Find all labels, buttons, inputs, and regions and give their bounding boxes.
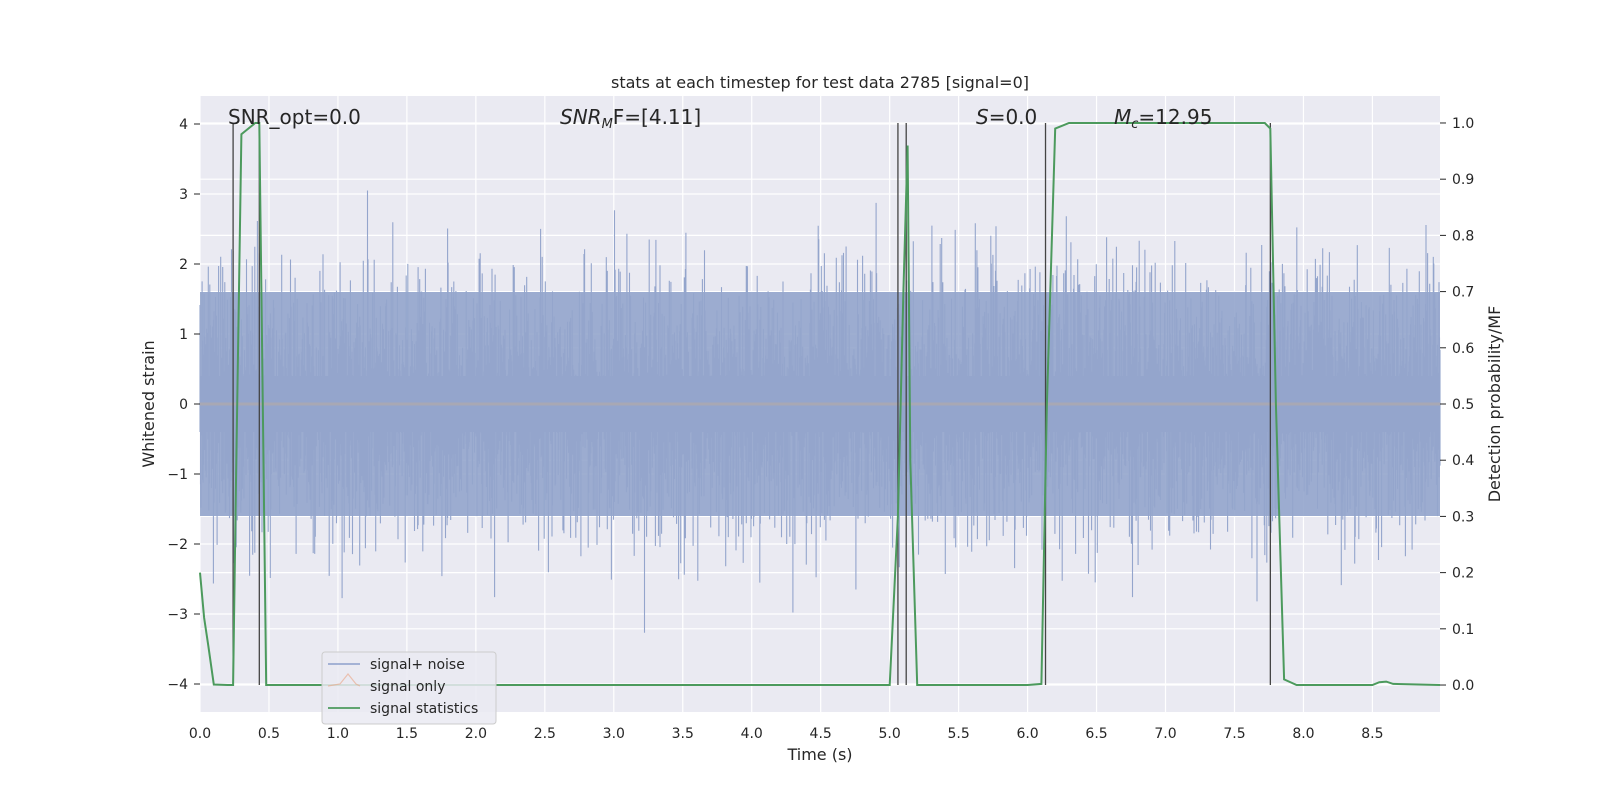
y-left-tick-label: 1 bbox=[179, 327, 188, 343]
legend-label-signal-only: signal only bbox=[370, 679, 445, 695]
y-right-tick-label: 0.1 bbox=[1452, 622, 1474, 638]
mc-sub: c bbox=[1131, 117, 1138, 132]
signal-statistics-series bbox=[199, 122, 1441, 686]
x-tick-label: 6.0 bbox=[1016, 726, 1038, 742]
y-right-tick-label: 0.5 bbox=[1452, 397, 1474, 413]
x-axis-ticks: 0.0 0.5 1.0 1.5 2.0 2.5 3.0 3.5 4.0 4.5 5.0 5.5 6.0 6… bbox=[189, 726, 1384, 742]
y-left-tick-label: 4 bbox=[179, 117, 188, 133]
y-right-tick-label: 0.2 bbox=[1452, 566, 1474, 582]
snr-mf-prefix: SNR bbox=[560, 105, 602, 129]
legend-label-statistics: signal statistics bbox=[370, 701, 478, 717]
x-tick-label: 7.0 bbox=[1154, 726, 1176, 742]
x-tick-label: 0.0 bbox=[189, 726, 211, 742]
legend: signal+ noise signal only signal statist… bbox=[321, 651, 497, 725]
x-tick-label: 8.5 bbox=[1361, 726, 1383, 742]
x-tick-label: 1.0 bbox=[327, 726, 349, 742]
y-left-axis-label: Whitened strain bbox=[139, 340, 158, 467]
legend-swatch-signal-only bbox=[327, 673, 361, 687]
annotation-s: S=0.0 bbox=[976, 105, 1037, 129]
y-right-tick-label: 0.3 bbox=[1452, 509, 1474, 525]
x-tick-label: 3.5 bbox=[672, 726, 694, 742]
y-left-tick-label: 0 bbox=[179, 397, 188, 413]
x-tick-label: 2.5 bbox=[534, 726, 556, 742]
x-tick-label: 5.0 bbox=[879, 726, 901, 742]
y-right-tick-label: 0.7 bbox=[1452, 285, 1474, 301]
legend-label-noise: signal+ noise bbox=[370, 657, 465, 673]
x-tick-label: 4.0 bbox=[741, 726, 763, 742]
annotation-snr-opt: SNR_opt=0.0 bbox=[228, 105, 361, 129]
x-tick-label: 6.5 bbox=[1085, 726, 1107, 742]
y-right-tick-label: 0.4 bbox=[1452, 453, 1474, 469]
legend-frame bbox=[321, 651, 497, 725]
s-prefix: S bbox=[976, 105, 989, 129]
x-tick-label: 8.0 bbox=[1292, 726, 1314, 742]
y-right-tick-label: 1.0 bbox=[1452, 116, 1474, 132]
y-right-tick-label: 0.0 bbox=[1452, 678, 1474, 694]
snr-mf-sub: M bbox=[602, 117, 613, 132]
signal-statistics-line bbox=[199, 122, 1441, 686]
x-tick-label: 7.5 bbox=[1223, 726, 1245, 742]
y-left-tick-label: 2 bbox=[179, 257, 188, 273]
y-right-axis-label: Detection probability/MF bbox=[1485, 306, 1504, 503]
y-right-axis-ticks: 1.0 0.9 0.8 0.7 0.6 0.5 0.4 0.3 0.2 0.1 0.0 bbox=[1440, 116, 1474, 694]
mc-prefix: M bbox=[1114, 105, 1131, 129]
x-tick-label: 5.5 bbox=[947, 726, 969, 742]
chart-title: stats at each timestep for test data 278… bbox=[611, 73, 1029, 92]
x-tick-label: 0.5 bbox=[258, 726, 280, 742]
y-left-tick-label: −4 bbox=[167, 677, 188, 693]
snr-mf-suffix: F=[4.11] bbox=[613, 105, 701, 129]
annotation-snr-mf: SNRMF=[4.11] bbox=[560, 105, 701, 132]
y-right-tick-label: 0.8 bbox=[1452, 228, 1474, 244]
y-right-tick-label: 0.6 bbox=[1452, 341, 1474, 357]
y-left-tick-label: −1 bbox=[167, 467, 188, 483]
x-tick-label: 1.5 bbox=[396, 726, 418, 742]
s-suffix: =0.0 bbox=[989, 105, 1038, 129]
mc-suffix: =12.95 bbox=[1138, 105, 1212, 129]
y-right-tick-label: 0.9 bbox=[1452, 172, 1474, 188]
y-left-tick-label: −3 bbox=[167, 607, 188, 623]
x-tick-label: 3.0 bbox=[603, 726, 625, 742]
x-tick-label: 2.0 bbox=[465, 726, 487, 742]
y-left-axis-ticks: 4 3 2 1 0 −1 −2 −3 −4 bbox=[167, 117, 200, 693]
y-left-tick-label: 3 bbox=[179, 187, 188, 203]
annotation-mc: Mc=12.95 bbox=[1114, 105, 1212, 132]
x-axis-label: Time (s) bbox=[786, 745, 852, 764]
y-left-tick-label: −2 bbox=[167, 537, 188, 553]
x-tick-label: 4.5 bbox=[810, 726, 832, 742]
